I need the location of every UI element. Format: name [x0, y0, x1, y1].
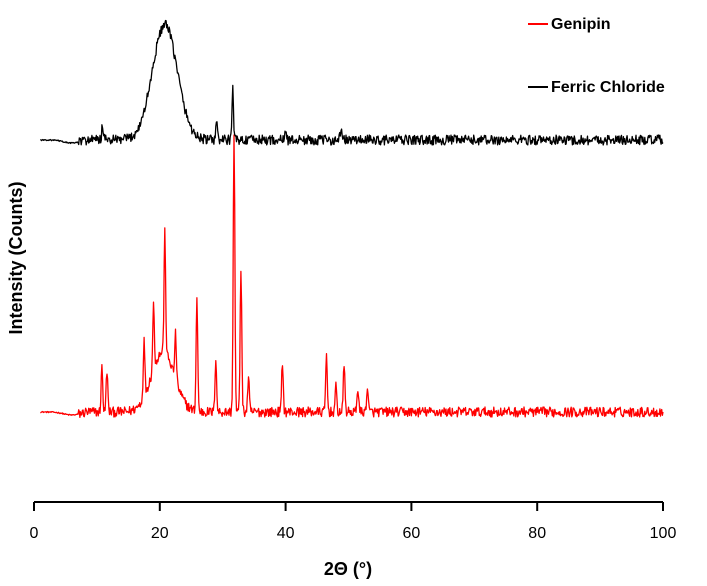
- x-tick-label: 20: [151, 525, 169, 542]
- legend-label-ferric: Ferric Chloride: [551, 79, 665, 96]
- x-tick-label: 40: [277, 525, 295, 542]
- ferric-chloride-curve: [40, 19, 664, 146]
- x-tick-label: 60: [403, 525, 421, 542]
- genipin-curve: [40, 134, 664, 419]
- legend-label-genipin: Genipin: [551, 16, 611, 33]
- legend: Genipin Ferric Chloride: [528, 16, 665, 96]
- x-tick-label: 0: [30, 525, 39, 542]
- x-axis-ticks: 0 20 40 60 80 100: [30, 502, 677, 542]
- y-axis-title: Intensity (Counts): [6, 182, 26, 335]
- x-tick-label: 100: [650, 525, 677, 542]
- x-tick-label: 80: [528, 525, 546, 542]
- x-axis-title: 2Θ (°): [324, 559, 372, 579]
